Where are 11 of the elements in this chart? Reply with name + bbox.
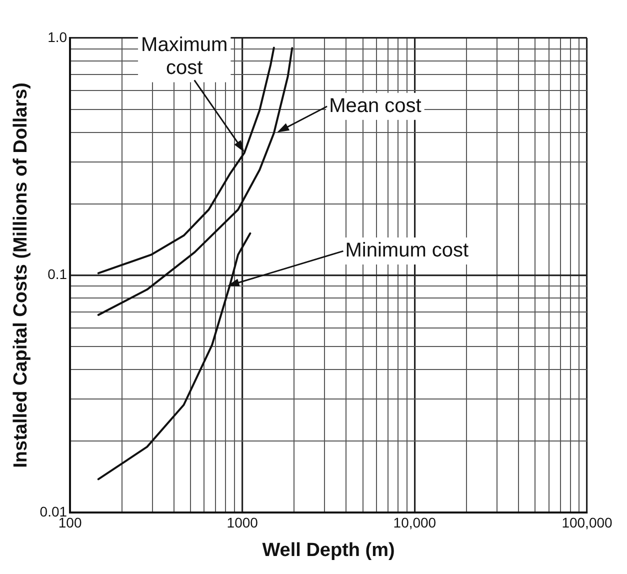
x-tick-label: 1000	[226, 514, 258, 531]
x-tick-label: 10,000	[393, 514, 436, 531]
x-axis-title: Well Depth (m)	[262, 540, 395, 561]
y-axis-title: Installed Capital Costs (Millions of Dollars)	[10, 82, 32, 468]
annotation: Minimum cost	[345, 240, 470, 262]
y-tick-label: 0.01	[40, 503, 68, 520]
annotation: Mean cost	[329, 94, 422, 117]
y-tick-label: 1.0	[48, 28, 68, 45]
x-tick-label: 100,000	[562, 514, 613, 531]
y-tick-label: 0.1	[48, 266, 68, 282]
annotation: Maximum cost	[141, 34, 228, 80]
